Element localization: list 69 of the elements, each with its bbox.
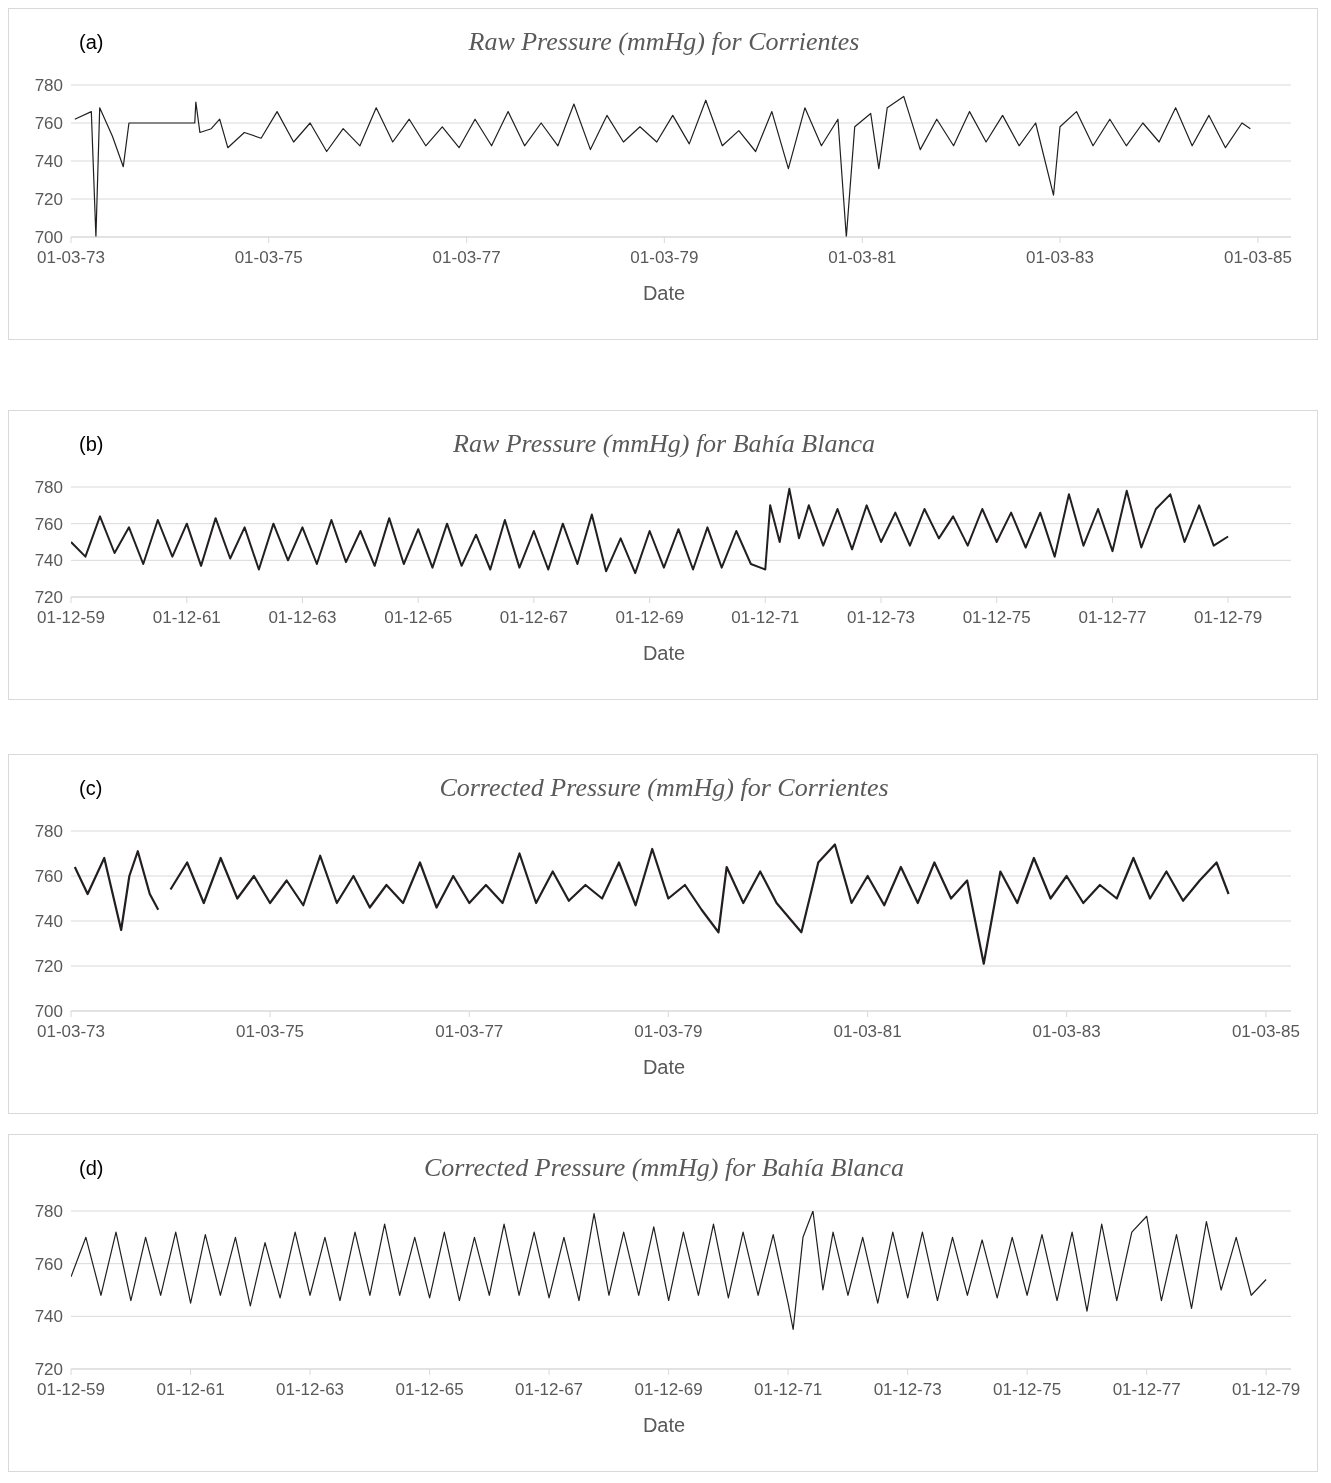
x-tick-label: 01-03-79 <box>634 1022 703 1042</box>
x-tick-label: 01-12-65 <box>384 608 453 628</box>
x-tick-label: 01-12-73 <box>847 608 916 628</box>
y-tick-label: 780 <box>34 822 63 842</box>
y-tick-label: 760 <box>34 867 63 887</box>
y-tick-label: 760 <box>34 514 63 534</box>
x-tick-label: 01-03-73 <box>36 1022 106 1042</box>
x-tick-label: 01-12-77 <box>1078 608 1147 628</box>
y-tick-label: 700 <box>34 228 63 248</box>
x-tick-label: 01-12-61 <box>156 1380 225 1400</box>
y-tick-label: 720 <box>34 957 63 977</box>
x-tick-label: 01-12-59 <box>36 1380 106 1400</box>
x-tick-label: 01-03-83 <box>1025 248 1095 268</box>
x-tick-label: 01-03-77 <box>435 1022 504 1042</box>
y-tick-label: 720 <box>34 588 63 608</box>
x-tick-label: 01-03-81 <box>828 248 897 268</box>
chart-title: Corrected Pressure (mmHg) for Corrientes <box>439 773 889 802</box>
text: (b) <box>79 433 104 456</box>
x-tick-label: 01-12-67 <box>499 608 568 628</box>
y-tick-label: 740 <box>34 912 63 932</box>
y-tick-label: 700 <box>34 1002 63 1022</box>
chart-title: Raw Pressure (mmHg) for Corrientes <box>468 27 860 56</box>
x-tick-label: 01-03-77 <box>432 248 501 268</box>
x-tick-label: 01-12-79 <box>1194 608 1263 628</box>
y-tick-label: 720 <box>34 1360 63 1380</box>
x-tick-label: 01-12-71 <box>731 608 800 628</box>
x-tick-label: 01-12-75 <box>962 608 1031 628</box>
x-tick-label: 01-12-69 <box>634 1380 703 1400</box>
x-tick-label: 01-12-75 <box>993 1380 1062 1400</box>
x-tick-label: 01-12-61 <box>152 608 221 628</box>
x-axis-title: Date <box>641 1414 687 1437</box>
x-axis-title: Date <box>641 282 687 305</box>
y-tick-label: 740 <box>34 551 63 571</box>
y-tick-label: 760 <box>34 114 63 134</box>
x-tick-label: 01-12-63 <box>276 1380 345 1400</box>
chart-title: Corrected Pressure (mmHg) for Bahía Blanca <box>423 1153 905 1182</box>
x-tick-label: 01-03-81 <box>833 1022 902 1042</box>
x-tick-label: 01-03-85 <box>1223 248 1292 268</box>
x-tick-label: 01-03-83 <box>1032 1022 1101 1042</box>
y-tick-label: 780 <box>34 1202 63 1222</box>
x-tick-label: 01-12-73 <box>873 1380 942 1400</box>
y-tick-label: 740 <box>34 152 63 172</box>
x-tick-label: 01-03-85 <box>1231 1022 1300 1042</box>
x-tick-label: 01-12-71 <box>754 1380 823 1400</box>
x-tick-label: 01-12-79 <box>1232 1380 1301 1400</box>
chart-title: Raw Pressure (mmHg) for Bahía Blanca <box>453 429 875 458</box>
x-tick-label: 01-03-75 <box>234 248 303 268</box>
x-axis-title: Date <box>641 642 687 665</box>
x-tick-label: 01-12-67 <box>515 1380 584 1400</box>
x-tick-label: 01-12-65 <box>395 1380 464 1400</box>
text: (d) <box>79 1157 104 1180</box>
x-tick-label: 01-12-59 <box>36 608 106 628</box>
x-tick-label: 01-03-75 <box>235 1022 305 1042</box>
x-tick-label: 01-03-73 <box>36 248 106 268</box>
x-axis-title: Date <box>641 1056 687 1079</box>
text: (a) <box>79 31 104 54</box>
x-tick-label: 01-12-69 <box>615 608 684 628</box>
line-series <box>71 487 1230 575</box>
line-series <box>71 1211 1267 1331</box>
line-series <box>74 95 1251 237</box>
y-tick-label: 760 <box>34 1254 63 1274</box>
x-tick-label: 01-12-77 <box>1112 1380 1181 1400</box>
y-tick-label: 720 <box>34 190 63 210</box>
x-tick-label: 01-03-79 <box>630 248 699 268</box>
y-tick-label: 740 <box>34 1307 63 1327</box>
y-tick-label: 780 <box>34 76 63 96</box>
text: (c) <box>79 777 103 800</box>
x-tick-label: 01-12-63 <box>268 608 337 628</box>
y-tick-label: 780 <box>34 478 63 498</box>
